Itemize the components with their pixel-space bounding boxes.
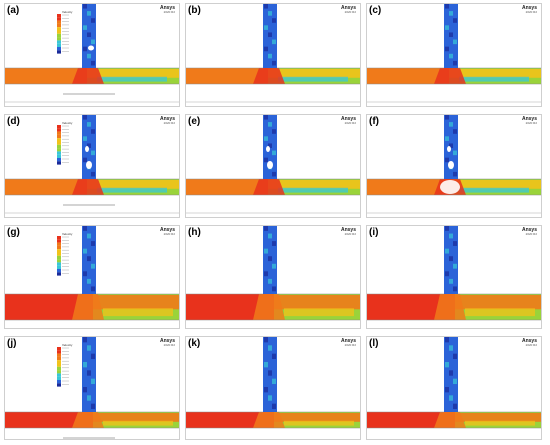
brand-name: Ansys bbox=[521, 116, 537, 122]
brand-version: 2020 R2 bbox=[525, 121, 537, 125]
panel-label: (e) bbox=[188, 116, 201, 127]
velocity-contour-plot bbox=[5, 115, 179, 214]
panel-label: (f) bbox=[369, 116, 379, 127]
panel-label: (c) bbox=[369, 5, 382, 16]
legend-title: Velocity bbox=[62, 121, 73, 125]
panel-b: (b) Ansys 2020 R2 bbox=[185, 3, 361, 107]
panel-h: (h) Ansys 2020 R2 bbox=[185, 225, 361, 329]
panel-k: (k) Ansys 2020 R2 bbox=[185, 336, 361, 440]
brand-version: 2020 R2 bbox=[525, 10, 537, 14]
velocity-contour-plot bbox=[5, 226, 179, 321]
ansys-logo: Ansys 2020 R2 bbox=[341, 339, 356, 347]
ansys-logo: Ansys 2020 R2 bbox=[522, 6, 537, 14]
ansys-logo: Ansys 2020 R2 bbox=[341, 6, 356, 14]
brand-version: 2020 R2 bbox=[163, 121, 175, 125]
panel-f: (f) Ansys 2020 R2 bbox=[366, 114, 542, 218]
velocity-contour-plot bbox=[367, 337, 541, 429]
brand-name: Ansys bbox=[340, 227, 356, 233]
ansys-logo: Ansys 2020 R2 bbox=[160, 117, 175, 125]
ansys-logo: Ansys 2020 R2 bbox=[522, 117, 537, 125]
brand-name: Ansys bbox=[340, 116, 356, 122]
panel-a: (a) Ansys 2020 R2 Velocity bbox=[4, 3, 180, 107]
brand-name: Ansys bbox=[521, 338, 537, 344]
legend-title: Velocity bbox=[62, 343, 73, 347]
brand-version: 2020 R2 bbox=[344, 121, 356, 125]
velocity-contour-plot bbox=[367, 115, 541, 214]
velocity-legend bbox=[57, 236, 69, 276]
legend-title: Velocity bbox=[62, 10, 73, 14]
panel-c: (c) Ansys 2020 R2 bbox=[366, 3, 542, 107]
brand-name: Ansys bbox=[159, 116, 175, 122]
brand-version: 2020 R2 bbox=[525, 232, 537, 236]
brand-version: 2020 R2 bbox=[344, 343, 356, 347]
velocity-contour-plot bbox=[186, 226, 360, 321]
velocity-contour-plot bbox=[367, 226, 541, 321]
brand-version: 2020 R2 bbox=[525, 343, 537, 347]
brand-name: Ansys bbox=[340, 5, 356, 11]
brand-name: Ansys bbox=[159, 338, 175, 344]
velocity-legend bbox=[57, 14, 69, 54]
brand-version: 2020 R2 bbox=[163, 343, 175, 347]
panel-label: (h) bbox=[188, 227, 201, 238]
ansys-logo: Ansys 2020 R2 bbox=[522, 228, 537, 236]
ansys-logo: Ansys 2020 R2 bbox=[341, 228, 356, 236]
panel-label: (a) bbox=[7, 5, 20, 16]
panel-label: (b) bbox=[188, 5, 201, 16]
brand-name: Ansys bbox=[521, 227, 537, 233]
brand-version: 2020 R2 bbox=[163, 232, 175, 236]
brand-version: 2020 R2 bbox=[344, 232, 356, 236]
panel-label: (j) bbox=[7, 338, 17, 349]
legend-title: Velocity bbox=[62, 232, 73, 236]
ansys-logo: Ansys 2020 R2 bbox=[160, 228, 175, 236]
velocity-contour-plot bbox=[186, 4, 360, 103]
velocity-contour-plot bbox=[5, 337, 179, 439]
ansys-logo: Ansys 2020 R2 bbox=[522, 339, 537, 347]
panel-label: (l) bbox=[369, 338, 379, 349]
panel-g: (g) Ansys 2020 R2 Velocity bbox=[4, 225, 180, 329]
brand-name: Ansys bbox=[521, 5, 537, 11]
ansys-logo: Ansys 2020 R2 bbox=[341, 117, 356, 125]
velocity-contour-plot bbox=[367, 4, 541, 103]
panel-j: (j) Ansys 2020 R2 Velocity bbox=[4, 336, 180, 440]
velocity-legend bbox=[57, 347, 69, 387]
brand-name: Ansys bbox=[159, 5, 175, 11]
panel-label: (k) bbox=[188, 338, 201, 349]
velocity-contour-plot bbox=[186, 337, 360, 429]
ansys-logo: Ansys 2020 R2 bbox=[160, 6, 175, 14]
panel-e: (e) Ansys 2020 R2 bbox=[185, 114, 361, 218]
velocity-legend bbox=[57, 125, 69, 165]
velocity-contour-plot bbox=[186, 115, 360, 214]
brand-name: Ansys bbox=[340, 338, 356, 344]
panel-l: (l) Ansys 2020 R2 bbox=[366, 336, 542, 440]
panel-d: (d) Ansys 2020 R2 Velocity bbox=[4, 114, 180, 218]
brand-version: 2020 R2 bbox=[344, 10, 356, 14]
ansys-logo: Ansys 2020 R2 bbox=[160, 339, 175, 347]
panel-label: (d) bbox=[7, 116, 20, 127]
brand-name: Ansys bbox=[159, 227, 175, 233]
brand-version: 2020 R2 bbox=[163, 10, 175, 14]
panel-label: (i) bbox=[369, 227, 379, 238]
panel-label: (g) bbox=[7, 227, 20, 238]
panel-i: (i) Ansys 2020 R2 bbox=[366, 225, 542, 329]
velocity-contour-plot bbox=[5, 4, 179, 103]
